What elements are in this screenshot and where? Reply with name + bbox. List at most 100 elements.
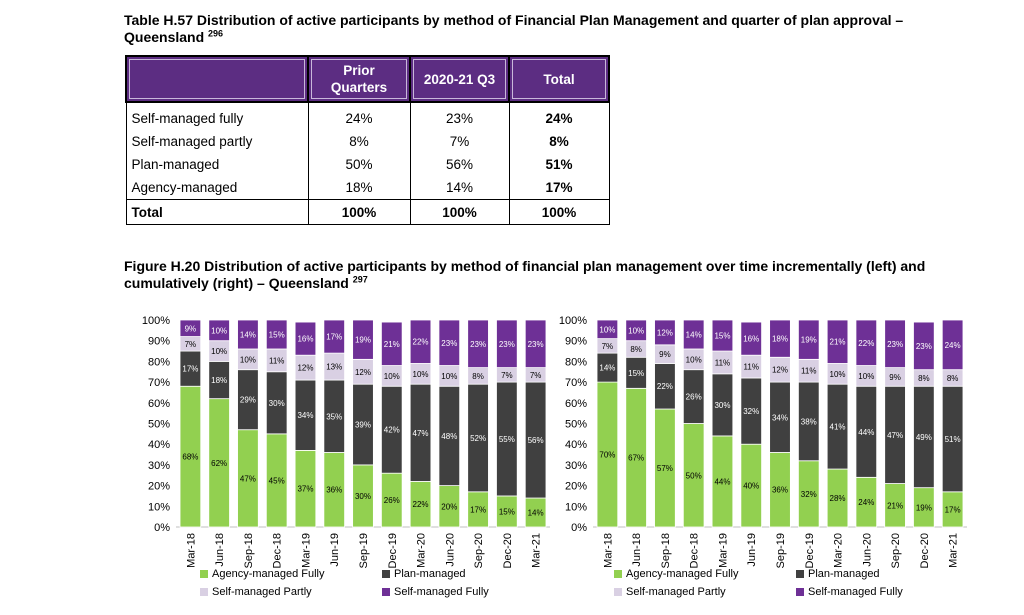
data-label: 10% [413,370,429,379]
legend-item-agency: Agency-managed Fully [614,568,739,580]
x-tick-label: Dec-18 [689,533,701,568]
data-label: 17% [326,333,342,342]
data-label: 10% [599,325,615,334]
data-label: 14% [528,509,544,518]
segment-self-managed-fully [265,319,288,350]
segment-self-managed-fully [682,319,705,350]
legend-item-fully: Self-managed Fully [382,586,489,598]
legend-item-plan: Plan-managed [796,568,880,580]
header-cell-label [125,55,309,103]
cell-total: 8% [508,130,610,153]
bar-stack: 36% 35% 13% 17% [323,319,345,528]
x-tick-label: Dec-20 [919,533,931,568]
data-label: 9% [185,324,197,333]
data-label: 62% [211,459,227,468]
total-total: 100% [508,199,610,225]
data-label: 51% [945,435,961,444]
data-label: 14% [240,330,256,339]
data-label: 28% [830,494,846,503]
y-tick-label: 40% [148,439,170,451]
data-label: 8% [947,374,959,383]
table-row: Plan-managed 50% 56% 51% [125,153,610,176]
x-tick-label: Jun-20 [861,533,873,567]
data-label: 15% [714,332,730,341]
data-label: 30% [269,399,285,408]
x-tick-label: Mar-21 [531,533,543,568]
data-label: 15% [269,330,285,339]
segment-self-managed-fully [323,319,345,354]
row-label: Self-managed fully [125,102,308,130]
data-label: 29% [240,396,256,405]
data-label: 15% [499,507,515,516]
total-label: Total [125,199,308,225]
data-label: 67% [628,454,644,463]
y-tick-label: 70% [565,377,587,389]
data-label: 44% [858,428,874,437]
data-label: 10% [240,355,256,364]
y-axis: 0% 10% 20% 30% 40% 50% 60% 70% 80% 90% 100% [559,315,587,534]
data-label: 21% [384,340,400,349]
y-tick-label: 90% [565,336,587,348]
bar-stack: 62% 18% 10% 10% [208,319,230,528]
legend-item-fully: Self-managed Fully [796,586,903,598]
data-label: 12% [772,366,788,375]
bar-stack: 47% 29% 10% 14% [237,319,259,528]
data-label: 19% [801,336,817,345]
x-tick-label: Mar-18 [185,533,197,568]
data-label: 8% [630,345,642,354]
table-total-row: Total 100% 100% 100% [125,199,610,225]
segment-self-managed-fully [941,319,964,371]
segment-self-managed-fully [294,321,317,356]
figure-title: Figure H.20 Distribution of active parti… [124,258,926,291]
data-label: 9% [889,373,901,382]
data-label: 16% [297,335,313,344]
x-tick-label: Sep-20 [473,533,485,568]
y-tick-label: 40% [565,439,587,451]
data-label: 32% [743,407,759,416]
data-label: 8% [472,372,484,381]
segment-self-managed-fully [855,319,878,366]
data-label: 23% [470,340,486,349]
data-label: 15% [628,369,644,378]
segment-self-managed-fully [711,319,734,352]
data-label: 47% [240,474,256,483]
x-tick-label: Mar-19 [717,533,729,568]
data-label: 8% [918,374,930,383]
x-tick-label: Jun-20 [444,533,456,567]
y-tick-label: 80% [565,356,587,368]
y-tick-label: 20% [148,481,170,493]
segment-self-managed-fully [625,319,647,342]
cell-total: 24% [508,102,610,130]
segment-self-managed-fully [381,321,403,366]
legend-item-plan: Plan-managed [382,568,466,580]
data-label: 10% [858,372,874,381]
data-label: 45% [269,476,285,485]
data-label: 21% [887,501,903,510]
data-label: 48% [441,432,457,441]
data-label: 10% [628,326,644,335]
y-tick-label: 100% [559,315,587,327]
data-label: 39% [355,421,371,430]
segment-self-managed-fully [826,319,849,364]
segment-self-managed-fully [179,319,202,337]
bar-stack: 17% 51% 8% 24% [941,319,964,528]
x-tick-label: Jun-19 [329,533,341,567]
data-label: 38% [801,417,817,426]
data-label: 21% [830,338,846,347]
segment-self-managed-fully [884,319,906,369]
distribution-table: Prior Quarters 2020-21 Q3 Total Self-man… [125,55,610,225]
header-cell-total: Total [508,55,610,103]
data-label: 68% [182,453,198,462]
data-label: 23% [887,340,903,349]
x-tick-label: Jun-18 [214,533,226,567]
bar-stack: 67% 15% 8% 10% [625,319,647,528]
x-tick-label: Sep-19 [358,533,370,568]
bar-stack: 14% 56% 7% 23% [524,319,547,528]
x-tick-label: Mar-20 [416,533,428,568]
data-label: 34% [772,413,788,422]
bar-stack: 40% 32% 11% 16% [740,321,762,528]
x-tick-label: Mar-20 [833,533,845,568]
data-label: 36% [326,486,342,495]
x-tick-label: Jun-19 [746,533,758,567]
y-tick-label: 80% [148,356,170,368]
